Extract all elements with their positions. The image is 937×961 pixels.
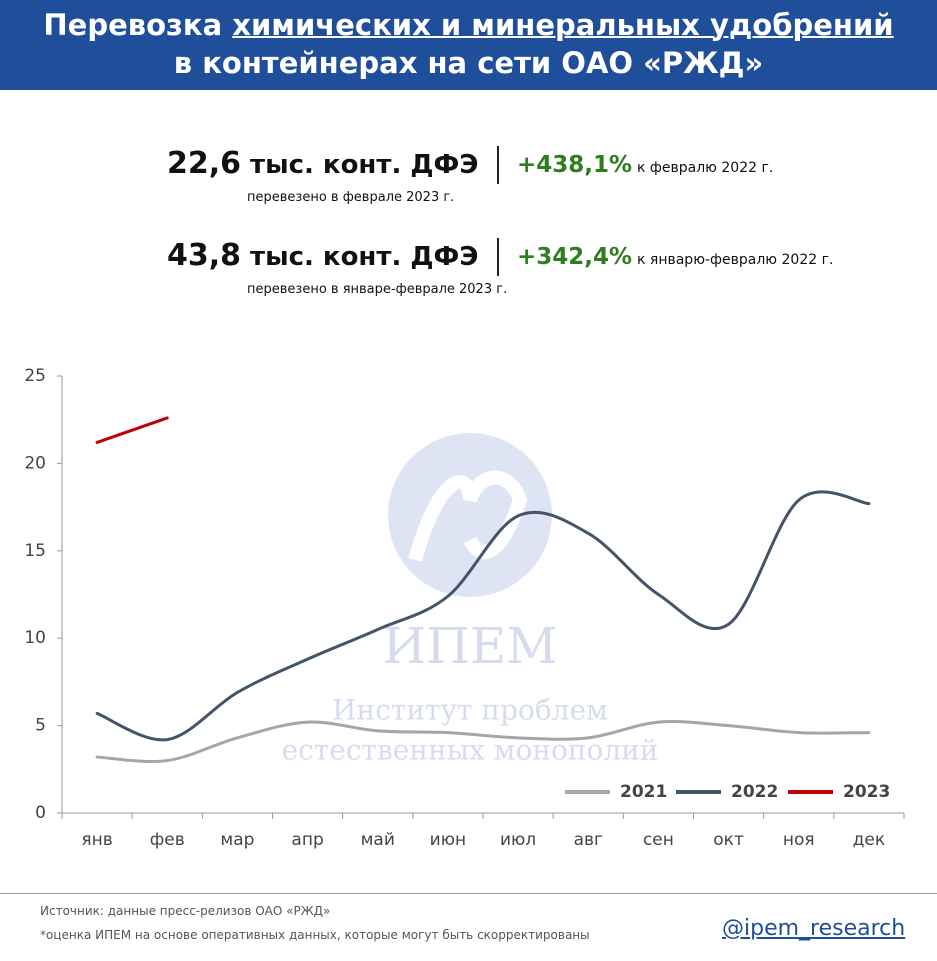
x-tick-label: янв: [81, 830, 112, 850]
y-tick-label: 25: [24, 366, 46, 386]
legend-label: 2023: [843, 782, 890, 802]
legend-label: 2022: [731, 782, 778, 802]
footer: Источник: данные пресс-релизов ОАО «РЖД»…: [0, 893, 937, 942]
x-tick-label: окт: [713, 830, 744, 850]
x-tick-label: ноя: [783, 830, 815, 850]
stat-change: +342,4%: [517, 244, 633, 270]
y-tick-label: 20: [24, 453, 46, 473]
y-tick-label: 10: [24, 628, 46, 648]
handle-link[interactable]: @ipem_research: [722, 916, 906, 941]
stat-unit: тыс. конт. ДФЭ: [250, 150, 479, 180]
source: Источник: данные пресс-релизов ОАО «РЖД»: [40, 904, 331, 918]
line-series: [95, 490, 871, 742]
x-tick-label: май: [361, 830, 395, 850]
x-tick-label: мар: [220, 830, 254, 850]
title-part: Перевозка: [43, 8, 223, 42]
y-tick-label: 0: [35, 803, 46, 823]
title-part: химических и минеральных удобрений: [232, 8, 894, 42]
header: Перевозка химических и минеральных удобр…: [0, 0, 937, 90]
y-tick-label: 15: [24, 541, 46, 561]
stat-value: 43,8: [167, 238, 242, 273]
x-tick-label: июн: [430, 830, 466, 850]
stat-change: +438,1%: [517, 152, 633, 178]
line-series: [95, 416, 169, 444]
watermark-text: Институт проблем: [332, 694, 608, 727]
x-tick-label: дек: [853, 830, 885, 850]
y-tick-label: 5: [35, 716, 46, 736]
footnote: *оценка ИПЕМ на основе оперативных данны…: [40, 928, 590, 942]
x-tick-label: авг: [574, 830, 603, 850]
legend-label: 2021: [620, 782, 667, 802]
logo: [388, 433, 552, 597]
separator: [497, 238, 499, 276]
x-tick-label: сен: [643, 830, 674, 850]
stat-comparison: к январю-февралю 2022 г.: [637, 252, 834, 268]
x-tick-label: фев: [150, 830, 185, 850]
x-tick-label: апр: [291, 830, 323, 850]
stat-comparison: к февралю 2022 г.: [637, 160, 774, 176]
separator: [497, 146, 499, 184]
stat-unit: тыс. конт. ДФЭ: [250, 242, 479, 272]
line-series: [95, 720, 871, 763]
stat-note: перевезено в январе-феврале 2023 г.: [247, 282, 508, 297]
title-part: в контейнерах на сети ОАО «РЖД»: [173, 46, 764, 80]
watermark-name: ИПЕМ: [383, 617, 558, 675]
logo-mark: [408, 470, 528, 562]
watermark-text: естественных монополий: [282, 734, 659, 767]
watermark: ИПЕМ Институт проблем естественных моноп…: [282, 433, 659, 767]
stat-value: 22,6: [167, 146, 242, 181]
x-tick-label: июл: [500, 830, 536, 850]
stat-note: перевезено в феврале 2023 г.: [247, 190, 455, 205]
